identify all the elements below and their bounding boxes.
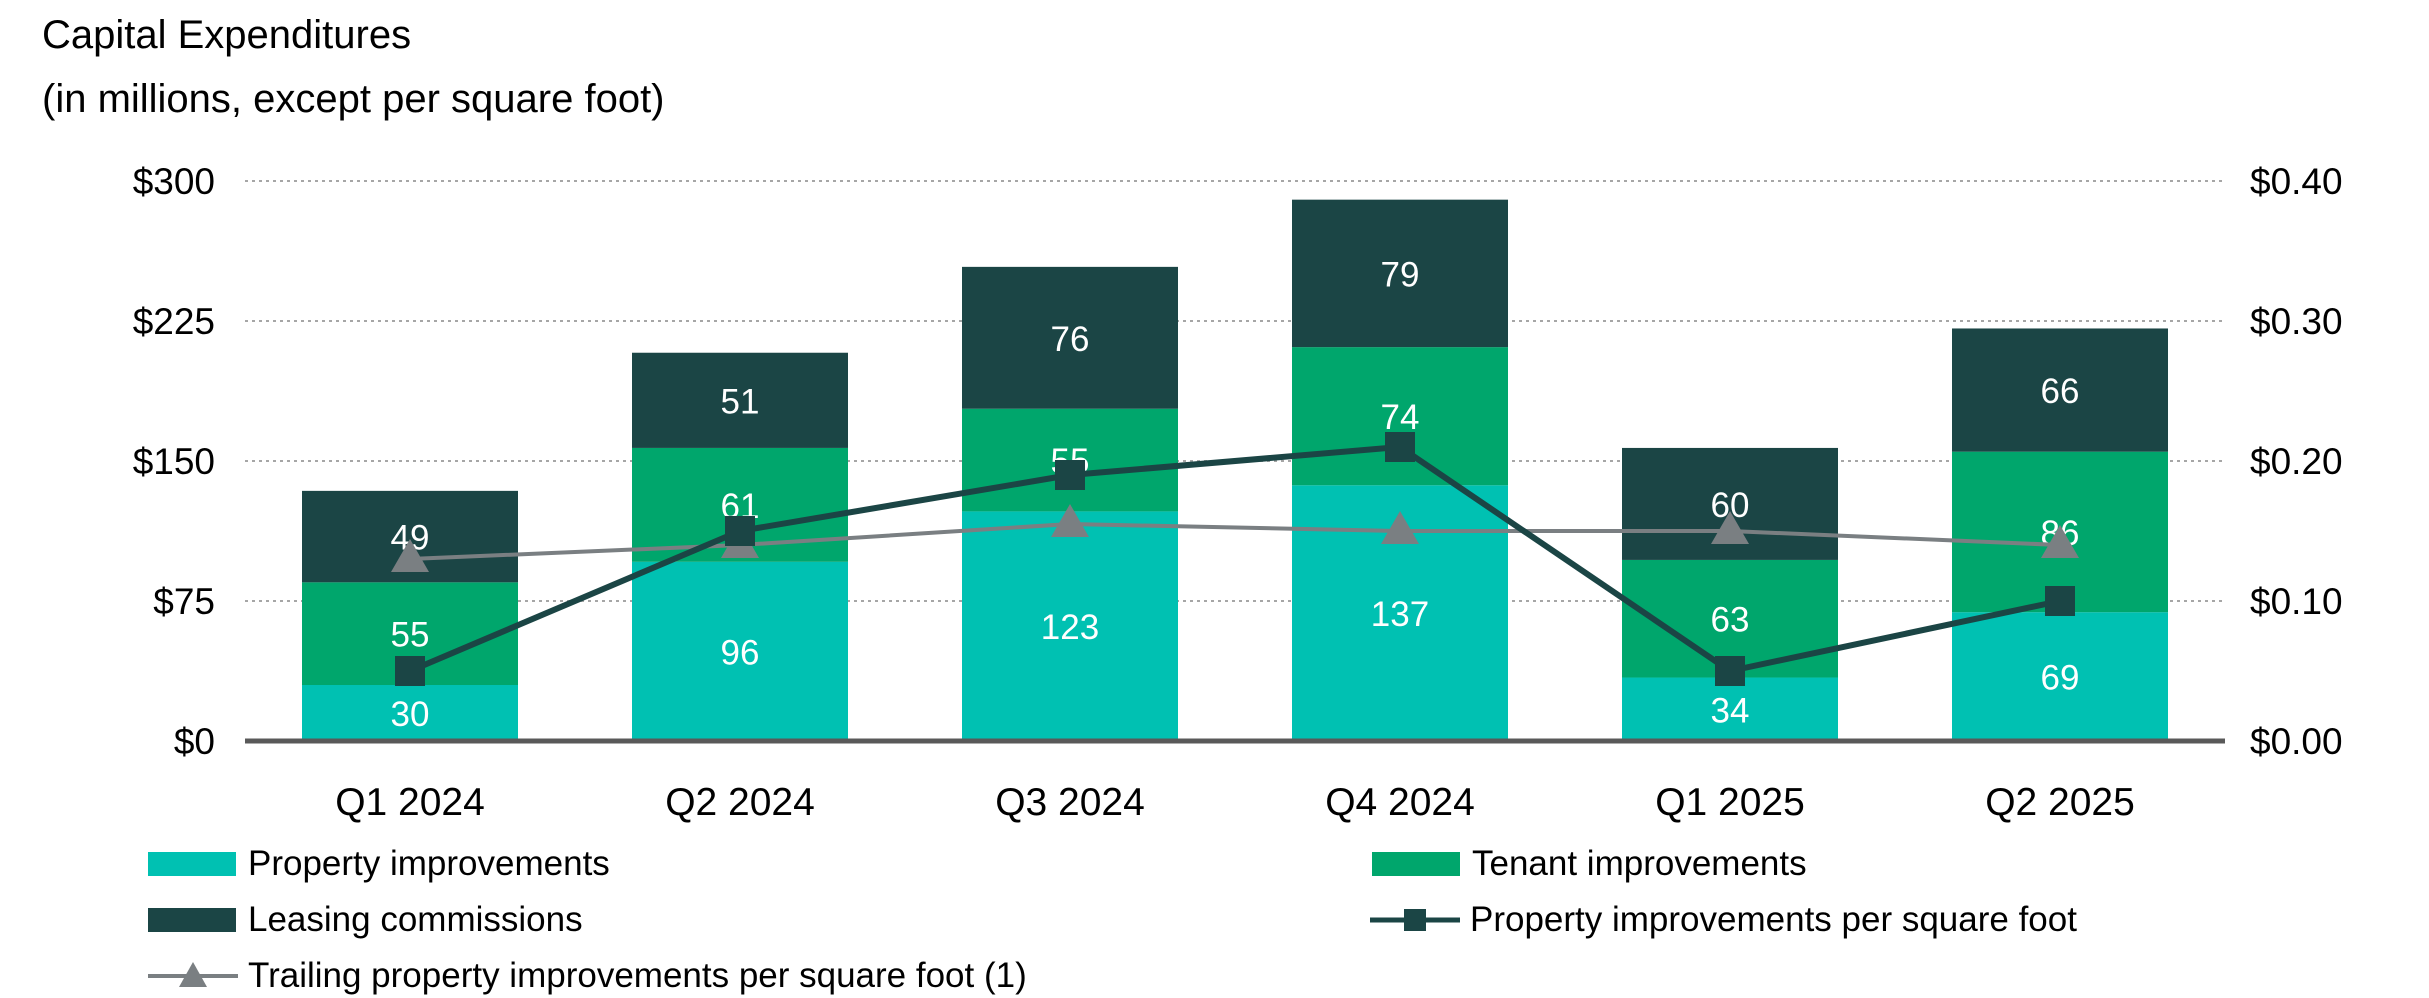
chart-title: Capital Expenditures: [42, 13, 412, 57]
trailing-ppsf-point: [391, 539, 429, 572]
x-tick-label: Q3 2024: [995, 781, 1145, 824]
bar-value-label: 51: [721, 382, 760, 421]
bar-value-label: 55: [391, 616, 430, 655]
bar-value-label: 79: [1381, 255, 1420, 294]
bar-value-label: 74: [1381, 398, 1420, 437]
y-left-tick-label: $150: [133, 441, 215, 482]
bar-value-label: 123: [1041, 608, 1099, 647]
property-improvements-swatch: [148, 852, 236, 876]
x-tick-label: Q1 2024: [335, 781, 485, 824]
leasing-commissions-bar: [632, 352, 848, 448]
x-tick-label: Q2 2025: [1985, 781, 2135, 824]
legend-item-leasing-commissions: Leasing commissions: [148, 898, 583, 942]
legend-label: Trailing property improvements per squar…: [248, 956, 1027, 995]
line-square-marker-icon: [1370, 909, 1460, 931]
y-left-tick-label: $75: [153, 581, 215, 622]
y-left-tick-label: $300: [133, 161, 215, 202]
line-triangle-marker-icon: [148, 962, 238, 987]
bar-value-label: 30: [391, 695, 430, 734]
legend-item-property-improvements: Property improvements: [148, 842, 610, 886]
y-right-tick-label: $0.20: [2250, 441, 2343, 482]
per-square-foot-lines: [391, 432, 2079, 686]
legend-item-trailing-ppsf: Trailing property improvements per squar…: [148, 954, 1027, 998]
leasing-commissions-swatch: [148, 908, 236, 932]
tenant-improvements-bar: [1292, 347, 1508, 486]
bar-value-label: 137: [1371, 595, 1429, 634]
y-right-tick-label: $0.30: [2250, 301, 2343, 342]
property-improvements-bar: [302, 685, 518, 741]
bar-value-label: 69: [2041, 659, 2080, 698]
axes: $0 $75 $150 $225 $300 $0.00 $0.10 $0.20 $0.30 $0.…: [133, 161, 2343, 824]
trailing-ppsf-line: [409, 522, 2061, 561]
legend-label: Property improvements per square foot: [1470, 900, 2077, 939]
trailing-ppsf-point: [1381, 511, 1419, 544]
bar-value-label: 76: [1051, 320, 1090, 359]
trailing-ppsf-point: [2041, 525, 2079, 558]
property-improvements-bar: [632, 561, 848, 741]
bar-value-label: 66: [2041, 372, 2080, 411]
y-right-tick-label: $0.40: [2250, 161, 2343, 202]
bar-value-label: 63: [1711, 601, 1750, 640]
ppsf-point: [2045, 586, 2075, 616]
chart-subtitle: (in millions, except per square foot): [42, 77, 665, 121]
property-improvements-bar: [1952, 612, 2168, 741]
legend-label: Leasing commissions: [248, 900, 583, 939]
x-tick-label: Q2 2024: [665, 781, 815, 824]
bar-value-label: 34: [1711, 691, 1750, 730]
y-left-tick-label: $225: [133, 301, 215, 342]
ppsf-point: [1055, 460, 1085, 490]
leasing-commissions-bar: [962, 266, 1178, 409]
bar-value-label: 96: [721, 633, 760, 672]
legend-item-ppsf: Property improvements per square foot: [1370, 898, 2077, 942]
property-improvements-bar: [962, 511, 1178, 741]
ppsf-point: [395, 656, 425, 686]
stacked-bars: [302, 199, 2168, 741]
ppsf-point: [1385, 432, 1415, 462]
x-tick-label: Q1 2025: [1655, 781, 1805, 824]
leasing-commissions-bar: [1952, 328, 2168, 452]
ppsf-line: [408, 444, 2061, 674]
y-right-tick-label: $0.00: [2250, 721, 2343, 762]
legend-label: Tenant improvements: [1472, 844, 1807, 883]
trailing-ppsf-point: [1051, 504, 1089, 537]
x-tick-label: Q4 2024: [1325, 781, 1475, 824]
leasing-commissions-bar: [1292, 199, 1508, 348]
y-left-tick-label: $0: [174, 721, 215, 762]
trailing-ppsf-point: [1711, 511, 1749, 544]
legend-label: Property improvements: [248, 844, 610, 883]
ppsf-point: [725, 516, 755, 546]
legend-item-tenant-improvements: Tenant improvements: [1372, 842, 1807, 886]
ppsf-point: [1715, 656, 1745, 686]
tenant-improvements-swatch: [1372, 852, 1460, 876]
y-right-tick-label: $0.10: [2250, 581, 2343, 622]
property-improvements-bar: [1622, 677, 1838, 741]
